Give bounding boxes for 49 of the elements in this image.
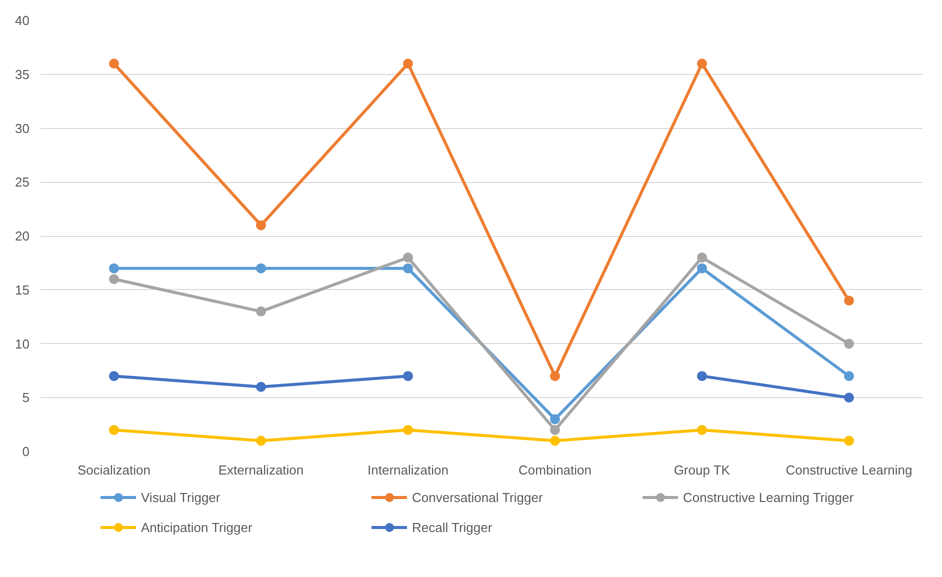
point bbox=[403, 252, 413, 263]
point bbox=[256, 263, 266, 274]
point bbox=[697, 252, 707, 263]
point bbox=[109, 424, 119, 435]
x-tick-label: Constructive Learning bbox=[786, 462, 912, 478]
point bbox=[844, 296, 854, 306]
point bbox=[256, 220, 266, 230]
point bbox=[844, 392, 854, 403]
point bbox=[550, 424, 560, 435]
point bbox=[109, 274, 119, 284]
legend-label: Constructive Learning Trigger bbox=[683, 490, 855, 504]
point bbox=[697, 58, 707, 69]
y-tick-label: 10 bbox=[15, 336, 30, 352]
point bbox=[697, 371, 707, 382]
point bbox=[697, 263, 707, 274]
point bbox=[256, 436, 266, 446]
point bbox=[109, 263, 119, 274]
x-tick-label: Group TK bbox=[674, 462, 730, 478]
x-tick-label: Internalization bbox=[368, 462, 448, 478]
legend-label: Conversational Trigger bbox=[412, 490, 544, 504]
y-tick-label: 0 bbox=[22, 444, 30, 459]
y-tick-label: 20 bbox=[15, 228, 30, 244]
x-tick-label: Socialization bbox=[78, 462, 151, 478]
point bbox=[403, 424, 413, 435]
x-tick-label: Combination bbox=[518, 462, 592, 478]
point bbox=[256, 306, 266, 316]
y-tick-label: 40 bbox=[15, 13, 30, 28]
point bbox=[403, 371, 413, 382]
point bbox=[109, 371, 119, 382]
point bbox=[109, 58, 119, 69]
y-tick-label: 5 bbox=[22, 390, 30, 406]
legend-label: Visual Trigger bbox=[141, 490, 222, 504]
x-tick-label: Externalization bbox=[218, 462, 304, 478]
point bbox=[403, 263, 413, 274]
point bbox=[256, 382, 266, 392]
point bbox=[697, 424, 707, 435]
point bbox=[844, 371, 854, 382]
y-tick-label: 25 bbox=[15, 174, 30, 190]
point bbox=[550, 371, 560, 382]
point bbox=[844, 338, 854, 349]
y-tick-label: 15 bbox=[15, 282, 30, 298]
legend-label: Anticipation Trigger bbox=[141, 520, 254, 534]
y-tick-label: 30 bbox=[15, 120, 30, 136]
point bbox=[403, 58, 413, 69]
point bbox=[550, 414, 560, 424]
y-tick-label: 35 bbox=[15, 66, 30, 82]
point bbox=[550, 436, 560, 446]
point bbox=[844, 436, 854, 446]
legend-label: Recall Trigger bbox=[412, 520, 494, 534]
